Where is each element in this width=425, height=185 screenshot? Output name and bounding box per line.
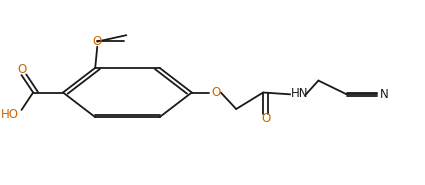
Text: O: O [18, 63, 27, 76]
Text: N: N [380, 88, 388, 101]
Text: O: O [261, 112, 270, 125]
Text: HN: HN [291, 87, 308, 100]
Text: HO: HO [1, 108, 19, 121]
Text: O: O [93, 35, 102, 48]
Text: O: O [211, 86, 221, 99]
